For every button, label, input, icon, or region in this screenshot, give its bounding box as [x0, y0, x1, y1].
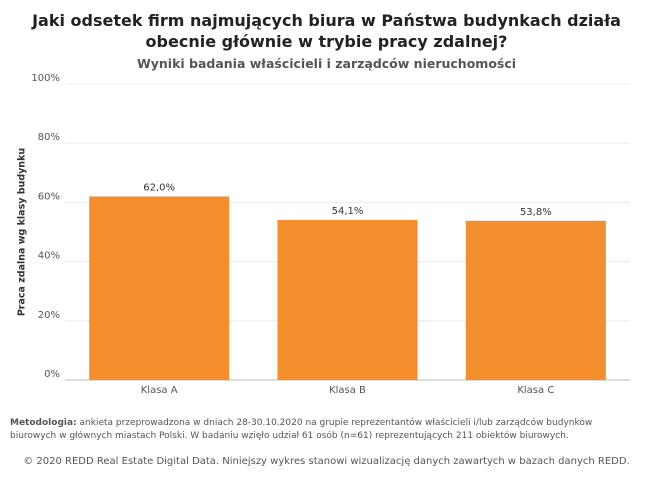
y-axis-label: Praca zdalna wg klasy budynku [17, 148, 28, 316]
value-label: 53,8% [520, 207, 552, 218]
chart-subtitle: Wyniki badania właścicieli i zarządców n… [136, 56, 517, 71]
copyright: © 2020 REDD Real Estate Digital Data. Ni… [23, 456, 630, 467]
x-tick-label: Klasa B [329, 385, 366, 396]
y-tick-label: 80% [38, 132, 60, 143]
y-tick-label: 40% [38, 251, 60, 262]
bar [277, 219, 418, 380]
x-tick-label: Klasa C [517, 385, 554, 396]
y-tick-label: 0% [44, 369, 60, 380]
chart: Praca zdalna wg klasy budynku 0% 20% 40% 60… [17, 73, 630, 396]
x-tick-label: Klasa A [141, 385, 178, 396]
methodology-text: ankieta przeprowadzona w dniach 28-30.10… [10, 418, 593, 441]
y-tick-label: 100% [31, 73, 60, 84]
y-tick-label: 60% [38, 191, 60, 202]
methodology-label: Metodologia: [10, 418, 77, 428]
bar [465, 220, 606, 380]
chart-title: Jaki odsetek firm najmujących biura w Pa… [32, 11, 621, 51]
y-tick-label: 20% [38, 310, 60, 321]
value-label: 54,1% [332, 206, 364, 217]
value-label: 62,0% [143, 182, 175, 193]
bar [89, 196, 230, 380]
methodology: Metodologia: ankieta przeprowadzona w dn… [10, 417, 610, 443]
